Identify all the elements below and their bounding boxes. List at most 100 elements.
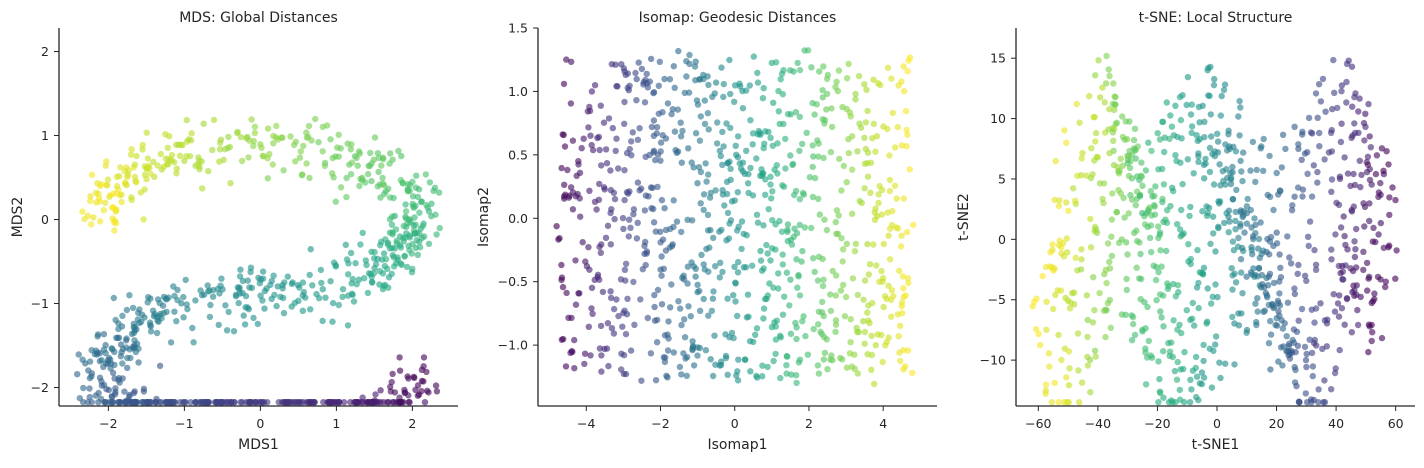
tsne-point [1198,269,1206,277]
tsne-point [1103,52,1110,60]
tsne-point [1087,244,1095,251]
tsne-point [1133,227,1140,234]
tsne-y-tick-label: 10 [990,111,1006,126]
mds-point [88,171,96,178]
isomap-point [659,132,666,139]
isomap-point [560,335,567,343]
isomap-point [686,60,693,68]
mds-point [80,384,87,392]
mds-point [335,131,342,138]
isomap-point [900,63,907,70]
isomap-point [851,351,858,358]
tsne-point [1065,382,1073,389]
tsne-point [1301,272,1309,279]
isomap-point [884,209,891,216]
isomap-x-tick-label: −4 [577,416,595,431]
isomap-point [783,362,790,369]
isomap-point [875,191,882,198]
isomap-point [669,106,676,113]
mds-point [408,269,416,276]
isomap-point [624,295,631,302]
tsne-point [1281,320,1288,327]
mds-point [227,180,234,187]
isomap-point [607,209,614,217]
mds-point [319,148,326,155]
isomap-point [621,120,628,128]
tsne-point [1225,213,1232,220]
mds-point [135,359,142,366]
tsne-point [1177,159,1184,166]
tsne-point [1121,136,1129,143]
tsne-point [1355,108,1362,115]
mds-point [128,194,135,201]
tsne-point [1176,396,1184,403]
mds-point [332,262,339,269]
mds-point [428,200,435,207]
tsne-point [1074,330,1082,337]
isomap-point [692,273,699,280]
mds-point [250,142,257,150]
isomap-point [723,237,730,244]
mds-point [416,238,423,246]
isomap-point [769,142,776,149]
tsne-point [1174,358,1181,366]
mds-point [391,389,399,396]
isomap-point [657,157,664,164]
mds-point [133,152,140,160]
isomap-point [754,69,761,77]
tsne-point [1145,337,1153,345]
isomap-point [798,258,805,265]
isomap-point [694,281,701,288]
tsne-point [1137,296,1144,303]
isomap-point [622,277,629,284]
mds-point [116,379,123,386]
isomap-point [609,124,616,132]
isomap-point [760,305,768,312]
isomap-point [634,179,642,186]
tsne-point [1311,336,1319,344]
mds-point [251,123,259,130]
isomap-point [828,105,835,112]
isomap-point [849,133,856,140]
mds-point [410,222,417,229]
isomap-point [848,363,856,370]
isomap-point [684,263,692,270]
mds-point [91,350,99,358]
isomap-point [735,356,742,363]
isomap-point [651,291,658,299]
isomap-point [651,317,659,324]
isomap-point [852,90,859,98]
isomap-point [894,123,901,131]
mds-y-tick-label: −2 [31,380,49,395]
mds-point [319,317,326,325]
isomap-point [795,273,802,280]
mds-point [345,271,352,278]
tsne-point [1086,356,1094,364]
isomap-point [866,319,873,327]
mds-point [180,293,187,301]
isomap-point [843,75,851,82]
mds-point [209,293,217,300]
tsne-point [1303,350,1310,358]
tsne-point [1236,97,1243,105]
isomap-point [698,251,705,259]
tsne-point [1229,313,1236,321]
mds-point [123,399,130,406]
tsne-point [1198,369,1206,376]
tsne-point [1243,329,1250,336]
isomap-point [710,288,717,295]
tsne-point [1206,345,1214,352]
mds-point [86,358,94,365]
tsne-point [1078,155,1085,162]
tsne-point [1253,321,1260,329]
mds-point [144,299,151,306]
mds-point [119,360,126,367]
tsne-point [1063,235,1071,242]
isomap-point [633,75,640,83]
isomap-point [559,283,567,291]
isomap-point [905,279,912,287]
isomap-point [770,284,777,291]
isomap-point [700,191,708,198]
tsne-point [1193,132,1200,139]
isomap-point [868,332,875,339]
